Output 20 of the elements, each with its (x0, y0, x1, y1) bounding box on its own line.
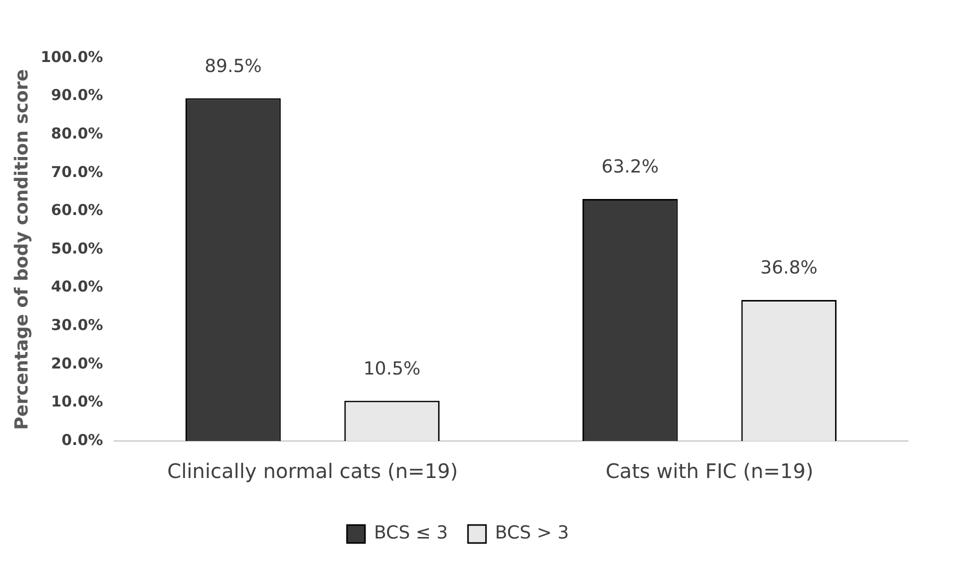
data-label: 36.8% (760, 258, 818, 279)
y-tick-label: 80.0% (51, 124, 104, 142)
y-tick-label: 50.0% (51, 239, 104, 258)
x-tick-label: Cats with FIC (n=19) (606, 459, 814, 484)
y-tick-label: 90.0% (51, 86, 104, 104)
y-tick-label: 30.0% (51, 316, 104, 334)
x-tick-label: Clinically normal cats (n=19) (167, 459, 458, 484)
y-tick-label: 20.0% (51, 354, 104, 372)
data-label: 63.2% (602, 156, 659, 178)
y-tick-label: 70.0% (51, 162, 104, 181)
y-tick-label: 10.0% (51, 392, 104, 411)
legend-label: BCS > 3 (495, 522, 570, 544)
y-tick-label: 40.0% (51, 278, 104, 296)
y-tick-label: 100.0% (40, 48, 104, 66)
y-tick-label: 60.0% (51, 201, 104, 220)
data-label: 10.5% (363, 358, 421, 380)
legend-label: BCS ≤ 3 (374, 522, 448, 544)
data-label: 89.5% (204, 56, 262, 77)
y-tick-label: 0.0% (61, 430, 104, 449)
y-axis-title: Percentage of body condition score (11, 69, 32, 430)
